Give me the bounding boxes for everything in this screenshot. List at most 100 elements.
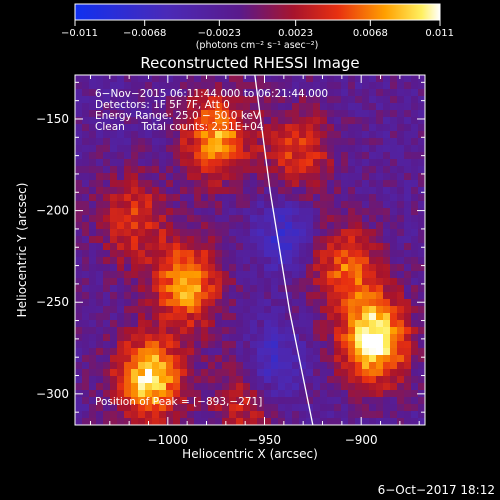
heatmap-cell xyxy=(117,159,125,167)
heatmap-cell xyxy=(355,404,363,412)
heatmap-cell xyxy=(341,131,349,139)
heatmap-cell xyxy=(404,341,412,349)
heatmap-cell xyxy=(327,285,335,293)
heatmap-cell xyxy=(306,397,314,405)
heatmap-cell xyxy=(222,138,230,146)
heatmap-cell xyxy=(299,229,307,237)
heatmap-cell xyxy=(250,187,258,195)
heatmap-cell xyxy=(96,271,104,279)
heatmap-cell xyxy=(236,418,244,425)
heatmap-cell xyxy=(110,159,118,167)
heatmap-cell xyxy=(376,208,384,216)
heatmap-cell xyxy=(173,418,181,425)
heatmap-cell xyxy=(264,264,272,272)
heatmap-cell xyxy=(292,103,300,111)
heatmap-cell xyxy=(201,208,209,216)
heatmap-cell xyxy=(355,306,363,314)
heatmap-cell xyxy=(348,243,356,251)
heatmap-cell xyxy=(292,187,300,195)
heatmap-cell xyxy=(362,306,370,314)
heatmap-cell xyxy=(285,250,293,258)
heatmap-cell xyxy=(383,285,391,293)
heatmap-cell xyxy=(152,369,160,377)
heatmap-cell xyxy=(75,271,83,279)
heatmap-cell xyxy=(348,404,356,412)
heatmap-cell xyxy=(250,180,258,188)
heatmap-cell xyxy=(215,348,223,356)
heatmap-cell xyxy=(215,117,223,125)
heatmap-cell xyxy=(243,306,251,314)
heatmap-cell xyxy=(145,138,153,146)
heatmap-cell xyxy=(215,250,223,258)
heatmap-cell xyxy=(96,383,104,391)
heatmap-cell xyxy=(383,110,391,118)
heatmap-cell xyxy=(271,278,279,286)
heatmap-cell xyxy=(194,201,202,209)
heatmap-cell xyxy=(306,411,314,419)
heatmap-cell xyxy=(355,285,363,293)
heatmap-cell xyxy=(292,201,300,209)
heatmap-cell xyxy=(75,236,83,244)
heatmap-cell xyxy=(271,397,279,405)
heatmap-cell xyxy=(313,229,321,237)
heatmap-cell xyxy=(124,285,132,293)
heatmap-cell xyxy=(75,173,83,181)
heatmap-cell xyxy=(215,292,223,300)
heatmap-cell xyxy=(383,383,391,391)
heatmap-cell xyxy=(208,96,216,104)
heatmap-cell xyxy=(306,117,314,125)
heatmap-cell xyxy=(173,411,181,419)
heatmap-cell xyxy=(369,383,377,391)
heatmap-cell xyxy=(243,250,251,258)
heatmap-cell xyxy=(201,383,209,391)
heatmap-cell xyxy=(362,278,370,286)
heatmap-cell xyxy=(82,166,90,174)
heatmap-cell xyxy=(89,362,97,370)
heatmap-cell xyxy=(201,362,209,370)
heatmap-cell xyxy=(159,138,167,146)
heatmap-cell xyxy=(82,89,90,97)
heatmap-cell xyxy=(348,362,356,370)
heatmap-cell xyxy=(103,285,111,293)
heatmap-cell xyxy=(103,369,111,377)
heatmap-cell xyxy=(215,243,223,251)
heatmap-cell xyxy=(327,411,335,419)
heatmap-cell xyxy=(117,404,125,412)
heatmap-cell xyxy=(404,201,412,209)
colorbar-tick-label: 0.0023 xyxy=(278,28,313,39)
heatmap-cell xyxy=(411,117,419,125)
heatmap-cell xyxy=(271,376,279,384)
heatmap-cell xyxy=(96,159,104,167)
heatmap-cell xyxy=(166,180,174,188)
x-tick-label: −900 xyxy=(345,433,378,447)
heatmap-cell xyxy=(229,250,237,258)
heatmap-cell xyxy=(411,229,419,237)
heatmap-cell xyxy=(271,222,279,230)
heatmap-cell xyxy=(397,397,405,405)
heatmap-cell xyxy=(131,201,139,209)
heatmap-cell xyxy=(299,180,307,188)
annotation-peak: Position of Peak = [−893,−271] xyxy=(95,396,262,408)
heatmap-cell xyxy=(187,355,195,363)
heatmap-cell xyxy=(341,327,349,335)
heatmap-cell xyxy=(411,341,419,349)
heatmap-cell xyxy=(285,180,293,188)
heatmap-cell xyxy=(306,250,314,258)
heatmap-cell xyxy=(418,383,425,391)
heatmap-cell xyxy=(404,229,412,237)
heatmap-cell xyxy=(75,355,83,363)
heatmap-cell xyxy=(348,166,356,174)
heatmap-cell xyxy=(222,306,230,314)
heatmap-cell xyxy=(89,89,97,97)
heatmap-cell xyxy=(159,299,167,307)
heatmap-cell xyxy=(376,327,384,335)
heatmap-cell xyxy=(75,334,83,342)
heatmap-cell xyxy=(187,222,195,230)
heatmap-cell xyxy=(166,124,174,132)
heatmap-cell xyxy=(117,208,125,216)
heatmap-cell xyxy=(250,138,258,146)
heatmap-cell xyxy=(285,131,293,139)
heatmap-cell xyxy=(369,103,377,111)
heatmap-cell xyxy=(334,138,342,146)
heatmap-cell xyxy=(117,145,125,153)
